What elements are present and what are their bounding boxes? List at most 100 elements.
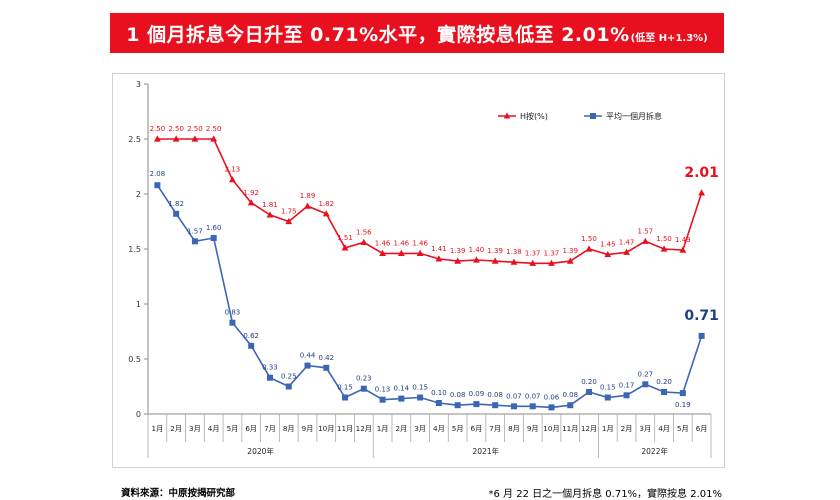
h-rate-data-label: 1.75 bbox=[281, 208, 297, 216]
hibor-point bbox=[679, 390, 686, 397]
hibor-point bbox=[398, 395, 405, 402]
y-tick-label: 1 bbox=[136, 300, 141, 309]
h-rate-point bbox=[153, 135, 161, 142]
h-rate-data-label: 1.46 bbox=[375, 239, 391, 247]
hibor-point bbox=[248, 342, 255, 349]
hibor-point bbox=[229, 319, 236, 326]
hibor-point bbox=[379, 396, 386, 403]
headline-title: 1 個月拆息今日升至 0.71%水平，實際按息低至 2.01% bbox=[126, 23, 630, 46]
hibor-data-label: 0.20 bbox=[581, 378, 597, 386]
x-tick-label: 8月 bbox=[508, 424, 520, 433]
h-rate-data-label: 1.45 bbox=[600, 241, 616, 249]
x-tick-label: 2月 bbox=[395, 424, 407, 433]
hibor-data-label: 0.33 bbox=[262, 364, 278, 372]
h-rate-point bbox=[529, 259, 537, 266]
hibor-data-label: 0.13 bbox=[375, 386, 391, 394]
hibor-data-label: 1.60 bbox=[206, 224, 222, 232]
hibor-data-label: 0.17 bbox=[619, 381, 635, 389]
h-rate-data-label: 1.49 bbox=[675, 236, 691, 244]
h-rate-point bbox=[229, 176, 236, 183]
x-tick-label: 2月 bbox=[621, 424, 633, 433]
x-tick-label: 4月 bbox=[433, 424, 445, 433]
hibor-point bbox=[623, 392, 630, 399]
hibor-data-label: 1.82 bbox=[168, 200, 184, 208]
hibor-point bbox=[510, 403, 517, 410]
h-rate-data-label: 1.56 bbox=[356, 228, 372, 236]
h-rate-data-label: 1.51 bbox=[337, 234, 353, 242]
h-rate-data-label: 2.50 bbox=[206, 125, 222, 133]
year-group-label: 2021年 bbox=[473, 446, 500, 456]
h-rate-point bbox=[304, 202, 311, 209]
hibor-data-label: 0.62 bbox=[243, 332, 259, 340]
hibor-point bbox=[454, 402, 461, 409]
x-tick-label: 1月 bbox=[152, 424, 164, 433]
x-tick-label: 11月 bbox=[562, 424, 578, 433]
headline-subtitle: (低至 H+1.3%) bbox=[630, 32, 708, 44]
h-rate-data-label: 1.39 bbox=[450, 247, 466, 255]
h-rate-point bbox=[473, 256, 480, 263]
hibor-data-label: 0.10 bbox=[431, 389, 447, 397]
x-tick-label: 6月 bbox=[471, 424, 483, 433]
x-tick-label: 4月 bbox=[208, 424, 220, 433]
h-rate-point bbox=[510, 258, 518, 265]
hibor-data-label: 0.42 bbox=[318, 354, 334, 362]
hibor-data-label: 0.27 bbox=[638, 370, 654, 378]
hibor-data-label: 0.15 bbox=[412, 384, 428, 392]
h-rate-data-label: 2.50 bbox=[168, 125, 184, 133]
hibor-data-label: 0.14 bbox=[394, 385, 410, 393]
hibor-data-label: 0.07 bbox=[525, 392, 541, 400]
hibor-data-label: 0.25 bbox=[281, 373, 297, 381]
hibor-point bbox=[604, 394, 611, 401]
h-rate-data-label: 1.46 bbox=[394, 239, 410, 247]
h-rate-data-label: 2.50 bbox=[187, 125, 203, 133]
x-tick-label: 3月 bbox=[189, 424, 201, 433]
h-rate-point bbox=[698, 189, 706, 196]
rate-footnote: *6 月 22 日之一個月拆息 0.71%，實際按息 2.01% bbox=[488, 489, 722, 500]
x-tick-label: 7月 bbox=[489, 424, 501, 433]
hibor-point bbox=[586, 389, 593, 395]
hibor-data-label: 0.09 bbox=[469, 390, 485, 398]
h-rate-point bbox=[266, 211, 274, 218]
x-tick-label: 6月 bbox=[696, 424, 708, 433]
hibor-point bbox=[173, 210, 180, 217]
hibor-data-label: 0.20 bbox=[656, 378, 672, 386]
h-rate-point bbox=[585, 245, 593, 252]
h-rate-data-label: 1.41 bbox=[431, 245, 447, 253]
y-tick-label: 3 bbox=[136, 80, 141, 89]
h-rate-point bbox=[548, 259, 555, 266]
h-rate-data-label: 2.50 bbox=[150, 125, 166, 133]
source-note: 資料來源：中原按揭研究部 bbox=[121, 488, 236, 499]
hibor-data-label: 0.06 bbox=[544, 393, 560, 401]
h-rate-point bbox=[210, 135, 218, 142]
x-tick-label: 7月 bbox=[264, 424, 276, 433]
hibor-data-label: 0.44 bbox=[300, 352, 316, 360]
hibor-data-label: 0.15 bbox=[337, 384, 353, 392]
y-tick-label: 0.5 bbox=[128, 355, 141, 364]
legend-h-rate-marker bbox=[503, 112, 511, 119]
hibor-line bbox=[156, 184, 703, 409]
year-group-label: 2022年 bbox=[641, 446, 668, 456]
chart-frame bbox=[112, 73, 725, 468]
hibor-point bbox=[154, 182, 161, 189]
x-tick-label: 1月 bbox=[377, 424, 389, 433]
x-tick-label: 2月 bbox=[170, 424, 182, 433]
hibor-point bbox=[210, 235, 217, 241]
x-tick-label: 12月 bbox=[581, 424, 597, 433]
h-rate-point bbox=[360, 238, 368, 245]
h-rate-line bbox=[157, 138, 703, 265]
h-rate-data-label: 1.37 bbox=[525, 249, 541, 257]
x-tick-label: 9月 bbox=[527, 424, 539, 433]
x-tick-label: 12月 bbox=[356, 424, 372, 433]
y-tick-label: 2 bbox=[136, 190, 141, 199]
hibor-data-label: 0.23 bbox=[356, 375, 372, 383]
h-rate-point bbox=[247, 199, 255, 206]
hibor-point bbox=[435, 400, 442, 406]
legend-hibor-marker bbox=[590, 113, 596, 119]
x-tick-label: 11月 bbox=[337, 424, 353, 433]
hibor-data-label: 0.15 bbox=[600, 384, 616, 392]
hibor-data-label: 0.19 bbox=[675, 401, 691, 409]
h-rate-data-label: 1.81 bbox=[262, 201, 278, 209]
h-rate-data-label: 1.37 bbox=[544, 249, 560, 257]
h-rate-point bbox=[397, 249, 405, 256]
